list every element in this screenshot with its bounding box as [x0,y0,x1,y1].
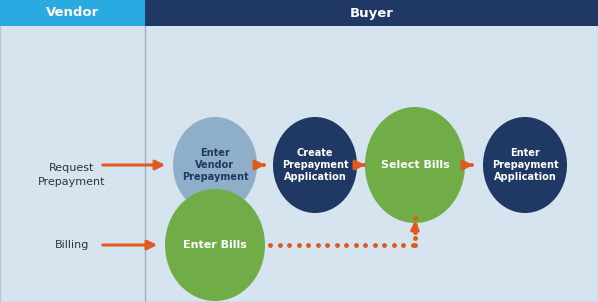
Bar [0,0,145,26]
Ellipse shape [165,189,265,301]
Text: Request
Prepayment: Request Prepayment [38,163,106,187]
Text: Enter
Prepayment
Application: Enter Prepayment Application [492,148,559,182]
Text: Billing: Billing [55,240,89,250]
Text: Vendor: Vendor [46,7,99,20]
Text: Buyer: Buyer [350,7,393,20]
Ellipse shape [273,117,357,213]
Bar [145,0,598,26]
Ellipse shape [365,107,465,223]
Ellipse shape [483,117,567,213]
Text: Select Bills: Select Bills [380,160,449,170]
Text: Enter
Vendor
Prepayment: Enter Vendor Prepayment [182,148,248,182]
Ellipse shape [173,117,257,213]
Text: Create
Prepayment
Application: Create Prepayment Application [282,148,348,182]
Text: Enter Bills: Enter Bills [183,240,247,250]
